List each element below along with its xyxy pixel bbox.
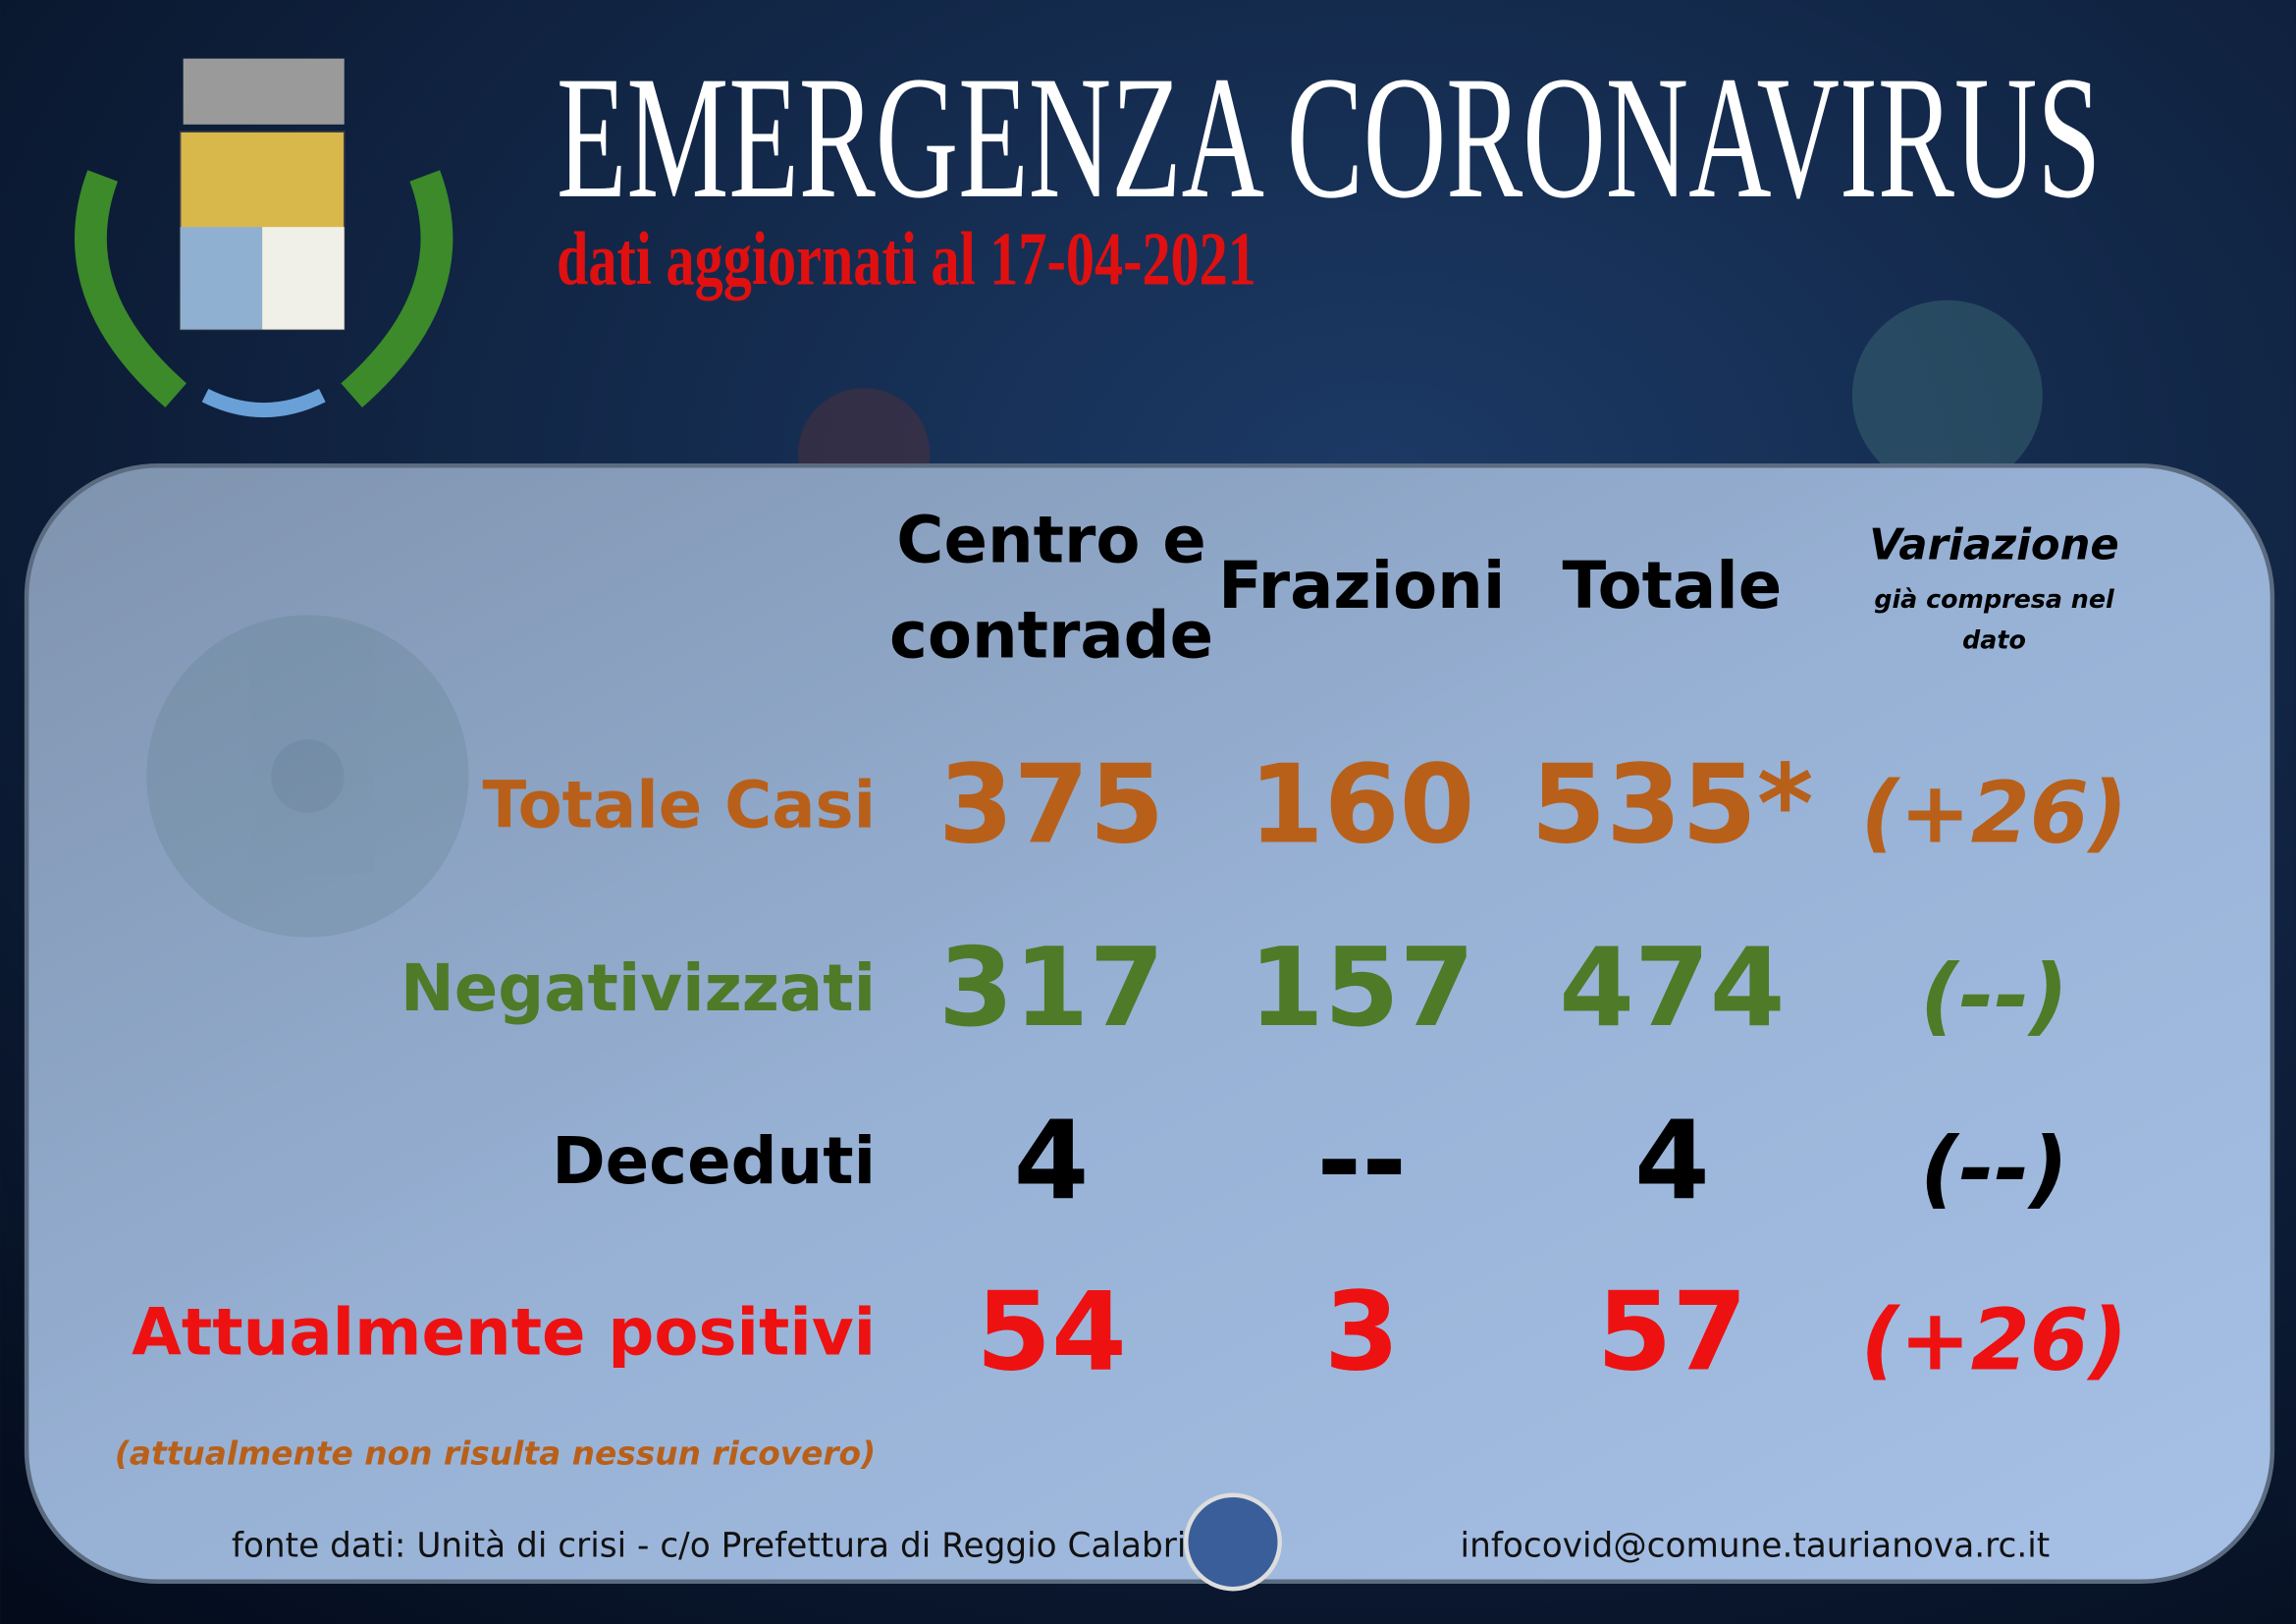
cell: 474 [1559, 926, 1785, 1052]
source: fonte dati: Unità di crisi - c/o Prefett… [232, 1526, 1207, 1565]
table-note: (attualmente non risulta nessun ricovero… [115, 1435, 876, 1472]
cell: 160 [1249, 743, 1474, 869]
cell: 317 [938, 926, 1164, 1052]
cell: (+26) [1861, 765, 2128, 863]
cell: 54 [976, 1270, 1127, 1395]
cell: 375 [938, 743, 1164, 869]
row-label: Deceduti [552, 1124, 876, 1199]
cell: 157 [1249, 926, 1474, 1052]
cell: 3 [1324, 1270, 1400, 1395]
row-label: Totale Casi [483, 769, 877, 843]
prefettura-logo [1184, 1492, 1282, 1592]
variation-header: Variazione [1869, 521, 2118, 570]
virus-watermark [146, 615, 469, 938]
cell: (+26) [1861, 1291, 2128, 1389]
cell: 535* [1530, 743, 1813, 869]
cell: 4 [1634, 1099, 1710, 1224]
cell: (--) [1920, 1120, 2068, 1218]
variation-note: già compresa nel [1874, 584, 2114, 614]
column-header: Centro e [896, 504, 1206, 578]
row-label: Attualmente positivi [132, 1296, 876, 1371]
variation-note: dato [1962, 625, 2026, 655]
cell: 57 [1597, 1270, 1748, 1395]
cell: -- [1316, 1099, 1407, 1224]
column-header: Totale [1563, 549, 1783, 623]
email: infocovid@comune.taurianova.rc.it [1461, 1526, 2051, 1565]
coat-of-arms [75, 58, 454, 418]
cell: 4 [1014, 1099, 1090, 1224]
panel [24, 463, 2275, 1584]
column-header: contrade [889, 599, 1213, 674]
subtitle: dati aggiornati al 17-04-2021 [557, 216, 1256, 300]
cell: (--) [1920, 947, 2068, 1046]
row-label: Negativizzati [400, 951, 876, 1026]
column-header: Frazioni [1218, 549, 1505, 623]
title: EMERGENZA CORONAVIRUS [557, 40, 2101, 235]
